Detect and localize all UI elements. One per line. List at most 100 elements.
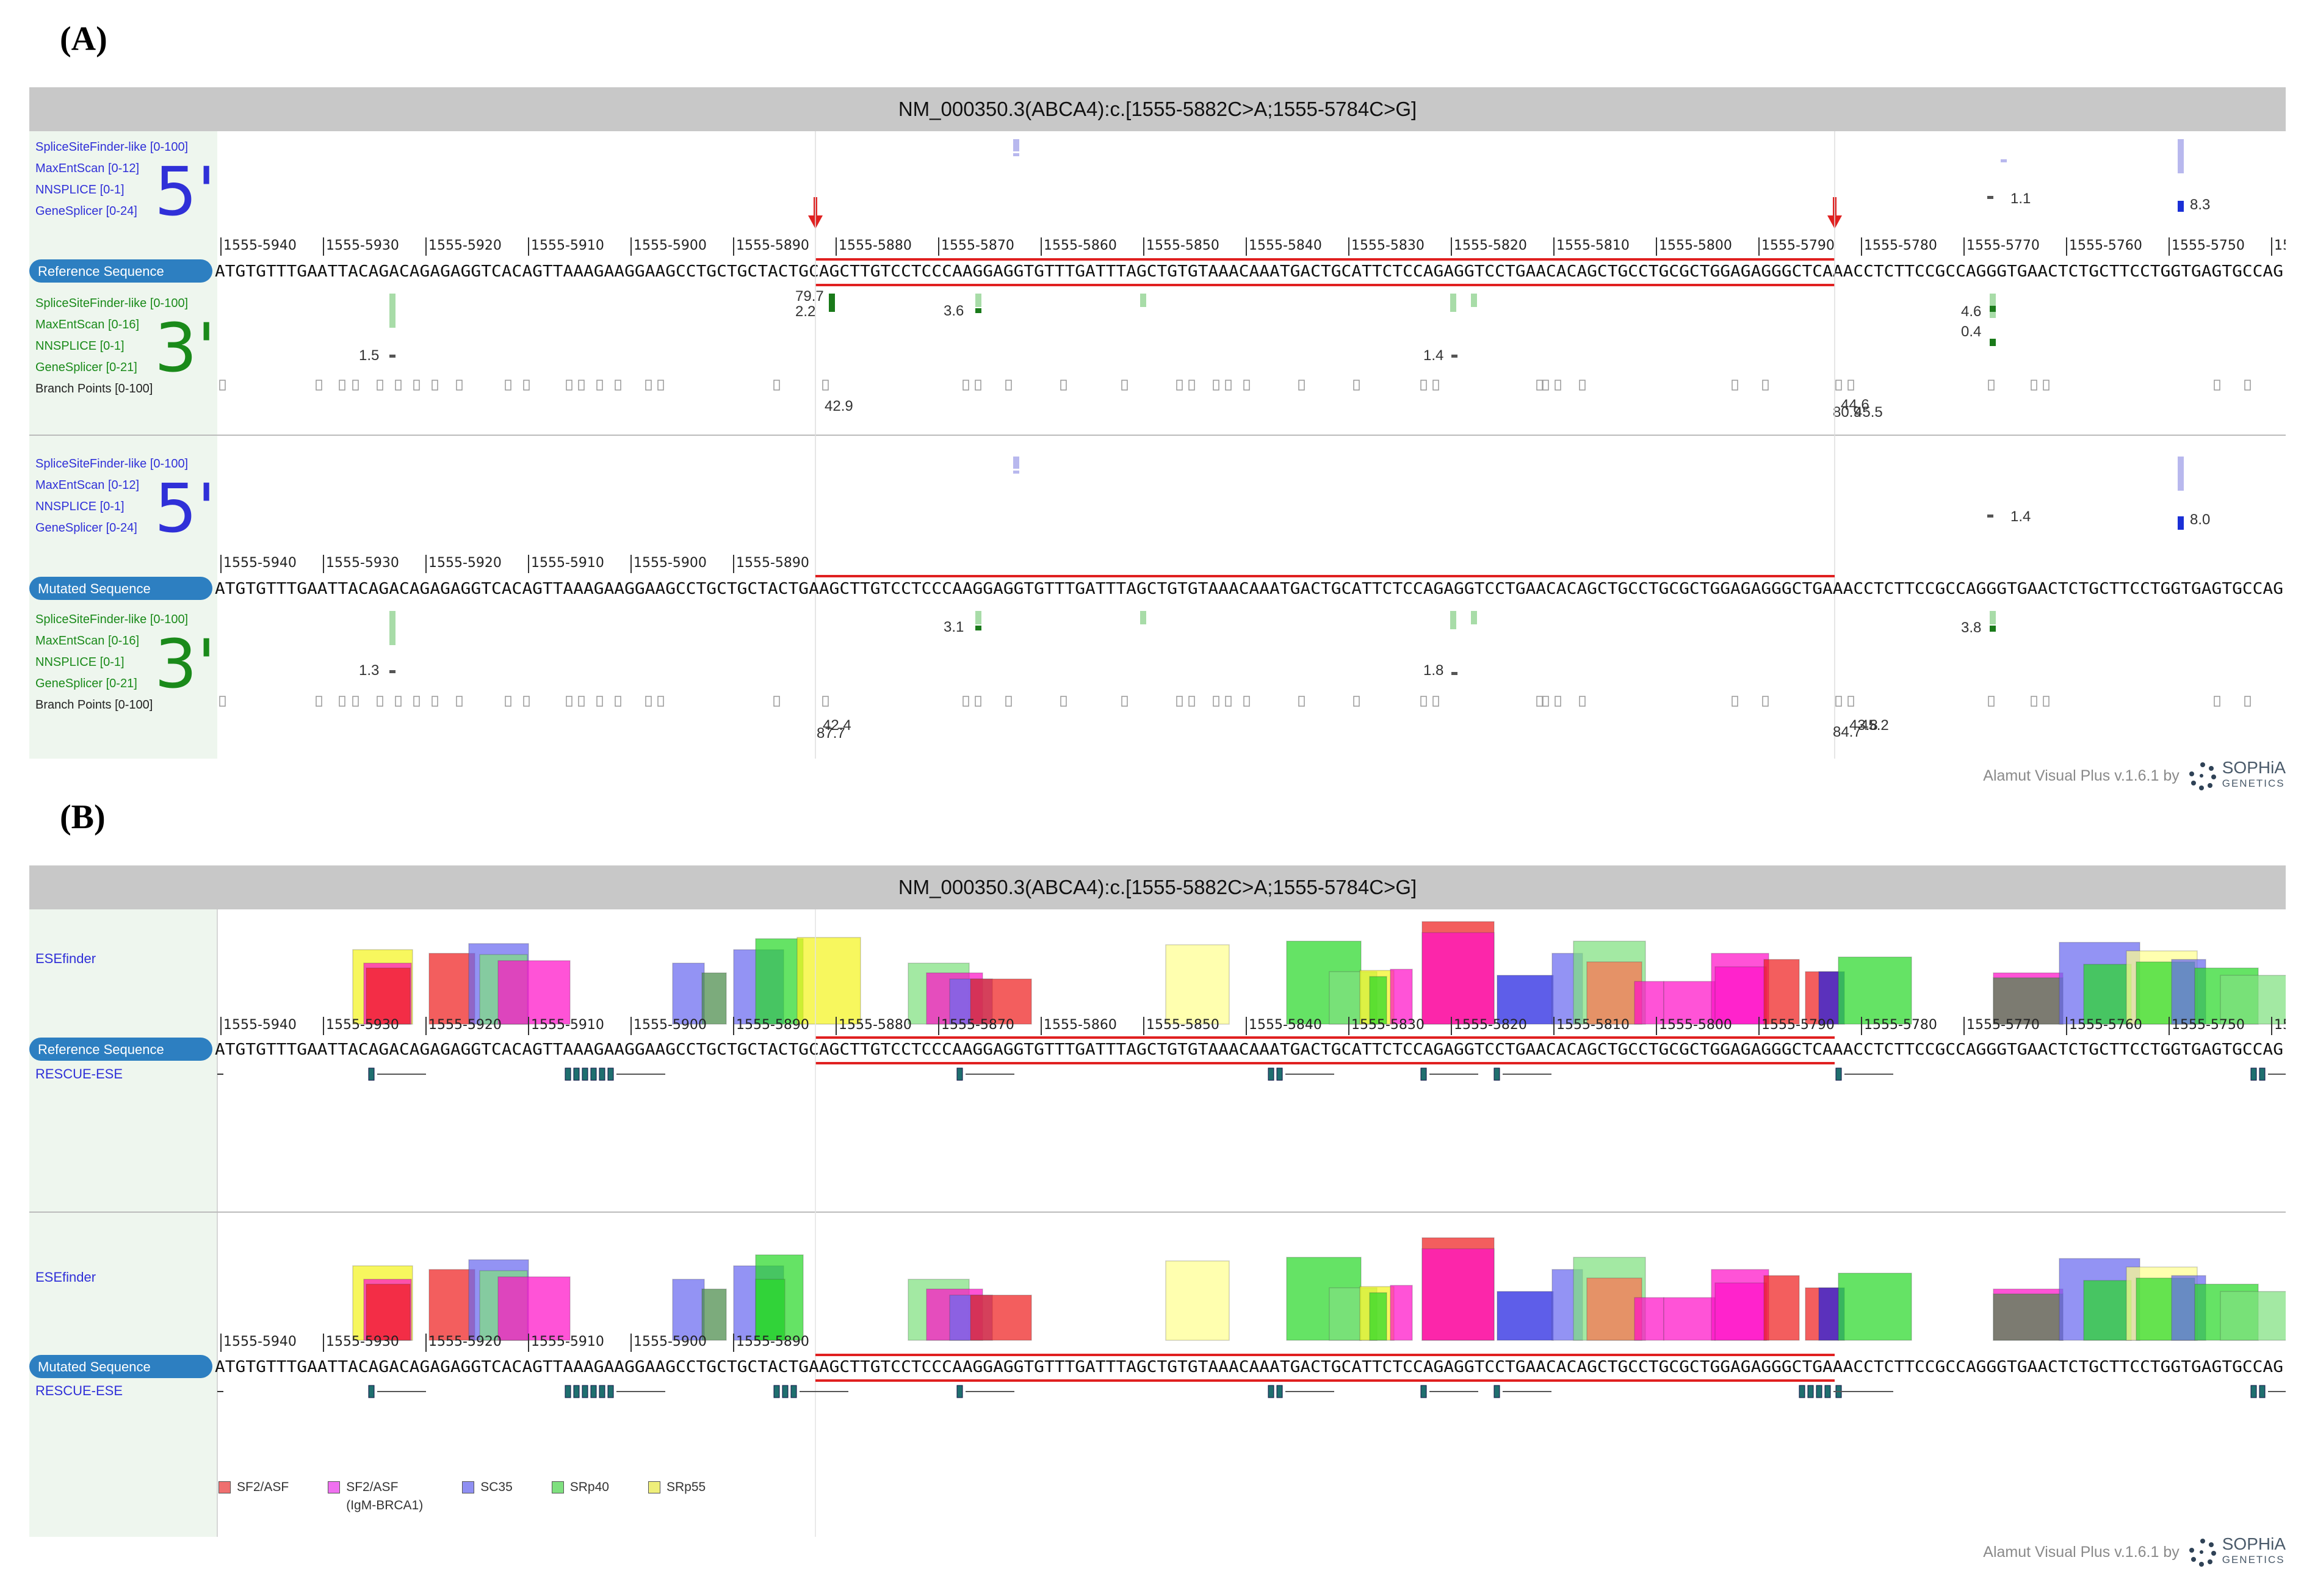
branch-point-glyph — [645, 380, 652, 391]
ref-axis-label: 1555-5820 — [1454, 238, 1527, 253]
splice-3-bar — [1140, 294, 1146, 307]
splice-5-bar — [2178, 201, 2184, 212]
five-prime-tracks-mut-label: NNSPLICE [0-1] — [35, 500, 125, 513]
three-prime-tracks-ref-label: MaxEntScan [0-16] — [35, 318, 139, 331]
sophia-dots-icon — [2189, 1539, 2216, 1567]
ese-box — [1663, 981, 1716, 1025]
branch-point-glyph — [456, 380, 463, 391]
score-bp-c: 80.9 — [1833, 404, 1862, 421]
reference-sequence-badge — [29, 259, 212, 283]
branch-point-glyph — [352, 696, 359, 707]
legend-item: SC35 — [462, 1480, 513, 1513]
ref-axis-label: 1555-5930 — [326, 238, 399, 253]
ese-ref-axis-label: 1555-5850 — [1146, 1017, 1219, 1033]
branch-point-glyph — [1988, 696, 1995, 707]
score-3-a: 1.5 — [359, 347, 379, 364]
splice-3-bar — [1450, 611, 1456, 629]
branch-point-glyph — [645, 696, 652, 707]
splice-3-bar — [1990, 626, 1996, 632]
ese-box — [1634, 981, 1664, 1025]
ese-ref-axis-label: 1555-5910 — [531, 1017, 604, 1033]
ese-panel: NM_000350.3(ABCA4):c.[1555-5882C>A;1555-… — [29, 865, 2286, 1537]
rescue-ese-mark — [1799, 1385, 1805, 1398]
ese-box — [1390, 969, 1413, 1025]
branch-point-glyph — [339, 380, 345, 391]
ref-axis-label: 1555-5790 — [1761, 238, 1835, 253]
mut-axis-label: 1555-5940 — [223, 555, 297, 571]
legend-name: SRp55 — [666, 1480, 706, 1494]
ese-box — [1421, 1248, 1495, 1341]
rescue-ese-mark — [790, 1385, 797, 1398]
branch-point-glyph — [615, 380, 621, 391]
rescue-ese-mark — [565, 1067, 571, 1081]
branch-point-glyph — [1243, 696, 1250, 707]
legend-label: SF2/ASF (IgM-BRCA1) — [346, 1480, 423, 1513]
branch-point-glyph — [2214, 380, 2220, 391]
branch-point-glyph — [395, 380, 402, 391]
score-bp-mut-e: 45.2 — [1860, 717, 1889, 734]
branch-point-glyph — [523, 380, 530, 391]
rescue-ese-mark — [582, 1067, 588, 1081]
rescue-ese-mark — [368, 1067, 375, 1081]
branch-point-glyph — [1555, 696, 1561, 707]
branch-point-glyph — [596, 380, 603, 391]
ese-reference-sequence-badge — [29, 1038, 212, 1061]
splice-3-bar — [389, 670, 395, 673]
ese-box — [2083, 1280, 2132, 1341]
splice-5-bar — [1013, 153, 1019, 156]
ese-box — [1993, 1293, 2064, 1341]
branch-point-glyph — [219, 696, 226, 707]
panel-label-b: (B) — [60, 798, 106, 836]
branch-point-glyph — [316, 380, 322, 391]
branch-point-glyph — [1188, 696, 1195, 707]
branch-point-glyph — [316, 696, 322, 707]
three-prime-tracks-mut-label: SpliceSiteFinder-like [0-100] — [35, 613, 188, 626]
legend-swatch — [462, 1481, 475, 1493]
score-3-c: 2.2 — [795, 303, 815, 320]
rescue-ese-mark — [1835, 1067, 1842, 1081]
ref-axis-label: 1555-5870 — [941, 238, 1014, 253]
rescue-ese-mark — [573, 1385, 580, 1398]
branch-point-glyph — [1176, 380, 1183, 391]
branch-point-glyph — [1579, 380, 1586, 391]
branch-point-glyph — [1732, 696, 1738, 707]
splice-3-bar — [975, 626, 981, 630]
rescue-ese-label-mut: RESCUE-ESE — [35, 1383, 123, 1398]
branch-points-label: Branch Points [0-100] — [35, 382, 153, 395]
track-label-column-b — [29, 909, 217, 1537]
ese-tracks: ESEfinder 1555-5940 1555-5930 1555-5920 1555… — [29, 909, 2286, 1537]
ese-box — [796, 937, 861, 1025]
rescue-ese-mark — [1276, 1067, 1283, 1081]
branch-point-glyph — [1213, 380, 1219, 391]
ese-ref-axis-label: 1555-5770 — [1966, 1017, 2040, 1033]
score-5-a: 1.1 — [2010, 190, 2031, 207]
ese-reference-sequence-letters: ATGTGTTTGAATTACAGACAGAGAGGTCACAGTTAAAGAA… — [215, 1041, 2283, 1059]
branch-point-glyph — [822, 696, 829, 707]
ese-box — [497, 1276, 571, 1341]
branch-point-glyph — [352, 380, 359, 391]
rescue-ese-mark — [782, 1385, 789, 1398]
branch-point-glyph — [1835, 380, 1842, 391]
branch-point-glyph — [1847, 380, 1854, 391]
splice-5-bar — [2001, 159, 2007, 162]
ese-ref-axis-label: 1555-5890 — [736, 1017, 809, 1033]
rescue-ese-mark — [607, 1067, 614, 1081]
branch-point-glyph — [1213, 696, 1219, 707]
branch-point-glyph — [395, 696, 402, 707]
legend-name: SC35 — [480, 1480, 513, 1494]
ese-reference-sequence-label: Reference Sequence — [38, 1042, 164, 1057]
branch-point-glyph — [523, 696, 530, 707]
five-prime-tracks-ref-label: NNSPLICE [0-1] — [35, 183, 125, 197]
branch-point-glyph — [1732, 380, 1738, 391]
legend-label: SRp40 — [570, 1480, 609, 1495]
splice-5-bar — [1987, 196, 1993, 199]
splice-3-bar — [1990, 611, 1996, 624]
ese-ref-axis-label: 1555-5840 — [1249, 1017, 1322, 1033]
branch-point-glyph — [1762, 380, 1769, 391]
three-prime-tracks-ref-big-label: 3' — [154, 309, 215, 387]
ese-ref-axis-label: 1555-5940 — [223, 1017, 297, 1033]
branch-point-glyph — [962, 696, 969, 707]
three-prime-tracks-mut-label: NNSPLICE [0-1] — [35, 655, 125, 669]
five-prime-tracks-mut-label: MaxEntScan [0-12] — [35, 478, 139, 492]
ref-axis-label: 1555-5850 — [1146, 238, 1219, 253]
